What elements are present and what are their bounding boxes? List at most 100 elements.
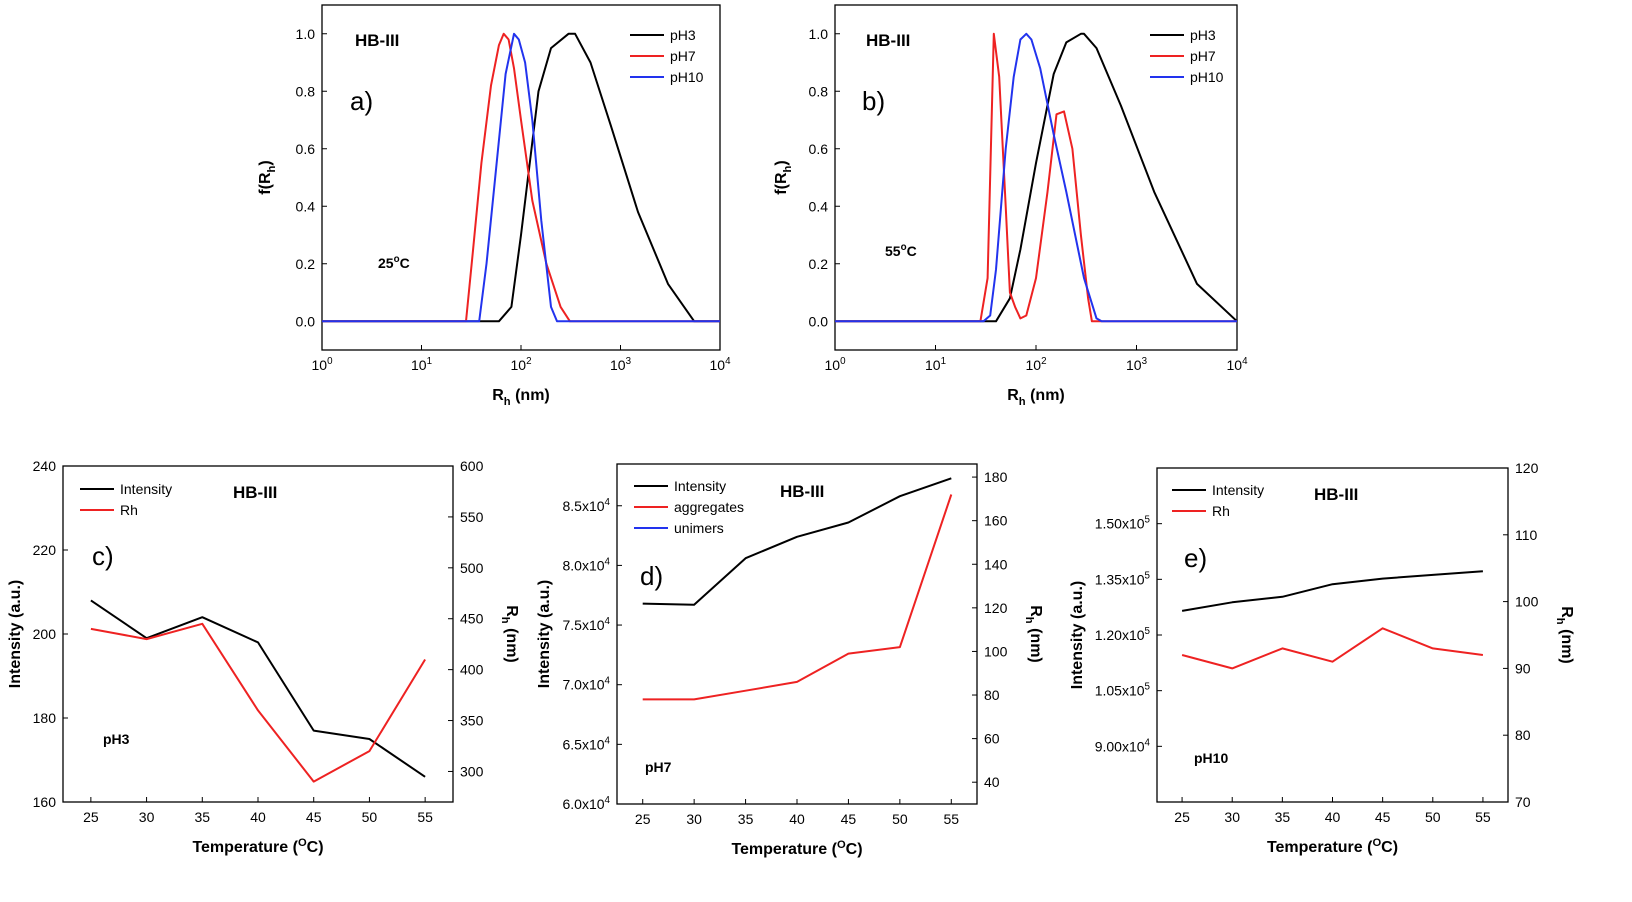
y-tick-label: 0.6 [809,141,829,157]
y-tick-label: 1.0 [809,26,829,42]
panel-label: c) [92,541,114,571]
y-tick-label: 160 [33,794,57,810]
x-tick-label: 35 [1275,809,1291,825]
x-tick-label: 104 [709,356,731,373]
y-tick-label: 0.0 [296,313,316,329]
y2-tick-label: 300 [460,763,484,779]
chart-title: HB-III [355,31,399,50]
chart-panel-c: 25 30 35 40 45 50 55 160 180 200 220 240 300 350 400 45… [7,458,520,856]
y2-tick-label: 120 [1515,460,1539,476]
panel-label: a) [350,86,373,116]
y2-tick-label: 100 [984,643,1008,659]
x-tick-label: 101 [411,356,432,373]
chart-panel-a: 100 101 102 103 104 0.0 0.2 0.4 0.6 0.8 1.0 Rh (nm)… [257,5,731,408]
y2-tick-label: 110 [1515,527,1538,543]
y-tick-label: 220 [33,542,57,558]
x-axis-label: Temperature (OC) [1267,837,1398,856]
x-tick-label: 55 [1475,809,1491,825]
y2-tick-label: 160 [984,513,1008,529]
y-tick-label: 180 [33,710,57,726]
y-tick-label: 9.00x104 [1095,737,1151,754]
y2-tick-label: 350 [460,713,484,729]
y2-tick-label: 600 [460,458,484,474]
chart-title: HB-III [233,483,277,502]
y-tick-label: 7.5x104 [563,616,611,633]
panel-label: b) [862,86,885,116]
y-tick-label: 0.2 [809,256,829,272]
x-tick-label: 100 [311,356,333,373]
y2-tick-label: 80 [984,687,1000,703]
legend-label: Rh [120,502,138,518]
legend-label: pH3 [670,27,696,43]
x-tick-label: 50 [1425,809,1441,825]
x-axis-label: Rh (nm) [492,387,550,408]
y-tick-label: 0.8 [809,83,829,99]
x-tick-label: 102 [1025,356,1046,373]
x-tick-label: 50 [362,809,378,825]
legend-label: unimers [674,520,724,536]
y-axis-label: Intensity (a.u.) [1069,581,1086,689]
y-tick-label: 1.05x105 [1095,682,1151,699]
series-line-Rh [1182,628,1483,668]
y2-tick-label: 60 [984,731,1000,747]
x-tick-label: 55 [943,811,959,827]
legend-label: pH3 [1190,27,1216,43]
y2-tick-label: 90 [1515,660,1531,676]
x-tick-label: 104 [1226,356,1248,373]
y2-tick-label: 550 [460,509,484,525]
plot-frame [617,464,977,804]
legend-label: Intensity [120,481,172,497]
x-tick-label: 40 [1325,809,1341,825]
figure: 100 101 102 103 104 0.0 0.2 0.4 0.6 0.8 1.0 Rh (nm)… [0,0,1632,902]
series-line-Rh [91,624,425,782]
annotation: pH10 [1194,750,1228,766]
annotation: 25oC [378,254,410,271]
y-tick-label: 1.35x105 [1095,570,1151,587]
y-tick-label: 0.4 [809,198,829,214]
x-tick-label: 25 [83,809,99,825]
y2-tick-label: 500 [460,560,484,576]
y-axis-label: f(Rh) [257,160,278,194]
x-tick-label: 103 [1126,356,1148,373]
chart-panel-e: 25 30 35 40 45 50 55 9.00x104 1.05x105 1.20x105 1.… [1069,460,1575,856]
x-tick-label: 35 [194,809,210,825]
x-tick-label: 30 [686,811,702,827]
x-tick-label: 25 [1174,809,1190,825]
chart-panel-b: 100 101 102 103 104 0.0 0.2 0.4 0.6 0.8 1.0 Rh (nm)… [773,5,1248,408]
x-tick-label: 35 [738,811,754,827]
x-tick-label: 45 [1375,809,1391,825]
x-axis-label: Temperature (OC) [192,837,323,856]
y-axis-label: Intensity (a.u.) [536,580,553,688]
y-tick-label: 7.0x104 [563,676,611,693]
legend-label: Intensity [674,478,726,494]
y-tick-label: 0.4 [296,198,316,214]
legend-label: Intensity [1212,482,1264,498]
y2-axis-label: Rh (nm) [1554,606,1575,664]
x-tick-label: 45 [841,811,857,827]
x-tick-label: 30 [139,809,155,825]
x-tick-label: 45 [306,809,322,825]
y-tick-label: 1.0 [296,26,316,42]
chart-title: HB-III [1314,485,1358,504]
y2-tick-label: 100 [1515,594,1539,610]
y-tick-label: 0.0 [809,313,829,329]
y2-tick-label: 40 [984,774,1000,790]
legend-label: pH7 [670,48,696,64]
y2-tick-label: 180 [984,469,1008,485]
x-tick-label: 103 [610,356,632,373]
x-tick-label: 30 [1224,809,1240,825]
x-tick-label: 102 [510,356,531,373]
x-axis-label: Rh (nm) [1007,387,1065,408]
x-tick-label: 100 [824,356,846,373]
x-tick-label: 101 [925,356,946,373]
y-tick-label: 8.5x104 [563,497,611,514]
chart-title: HB-III [866,31,910,50]
annotation: pH7 [645,759,672,775]
legend-label: pH10 [1190,69,1224,85]
y2-tick-label: 140 [984,556,1008,572]
annotation: pH3 [103,731,130,747]
legend-label: Rh [1212,503,1230,519]
series-line-Intensity [91,600,425,776]
y2-tick-label: 120 [984,600,1008,616]
y-tick-label: 6.5x104 [563,735,611,752]
